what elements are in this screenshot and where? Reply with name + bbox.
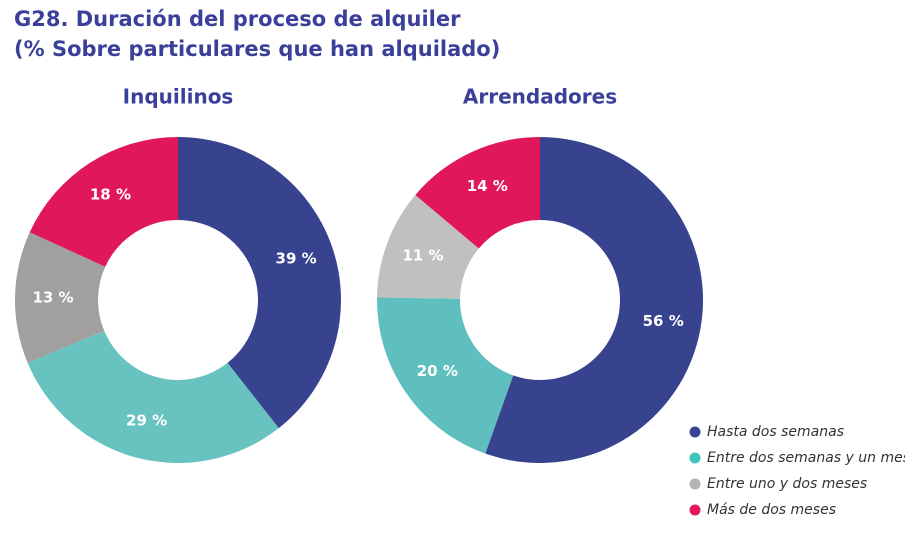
data-label: 14 %: [467, 177, 508, 195]
donut-slice: [485, 137, 704, 463]
legend-label: Entre uno y dos meses: [707, 476, 867, 492]
data-label: 13 %: [32, 289, 73, 307]
data-label: 29 %: [126, 411, 167, 429]
data-label: 56 %: [643, 312, 684, 330]
donut-slice: [14, 232, 106, 363]
legend-marker: [689, 426, 701, 438]
donut-slice: [415, 137, 540, 249]
data-label: 20 %: [417, 362, 458, 380]
chart-title: Arrendadores: [463, 85, 617, 109]
legend-label: Hasta dos semanas: [707, 424, 844, 440]
donut-slice: [27, 330, 279, 463]
legend-marker: [689, 504, 701, 516]
legend-marker: [689, 478, 701, 490]
donut-slice: [178, 137, 341, 429]
data-label: 11 %: [402, 247, 443, 265]
donut-slice: [377, 195, 479, 299]
chart-title: Inquilinos: [123, 85, 234, 109]
title: (% Sobre particulares que han alquilado): [14, 37, 500, 61]
legend-label: Entre dos semanas y un mes: [707, 450, 905, 466]
title: G28. Duración del proceso de alquiler: [14, 7, 461, 31]
data-label: 39 %: [276, 250, 317, 268]
donut-slice: [29, 137, 179, 267]
data-label: 18 %: [90, 185, 131, 203]
legend-marker: [689, 452, 701, 464]
donut-slice: [377, 297, 514, 454]
legend-label: Más de dos meses: [707, 502, 836, 518]
